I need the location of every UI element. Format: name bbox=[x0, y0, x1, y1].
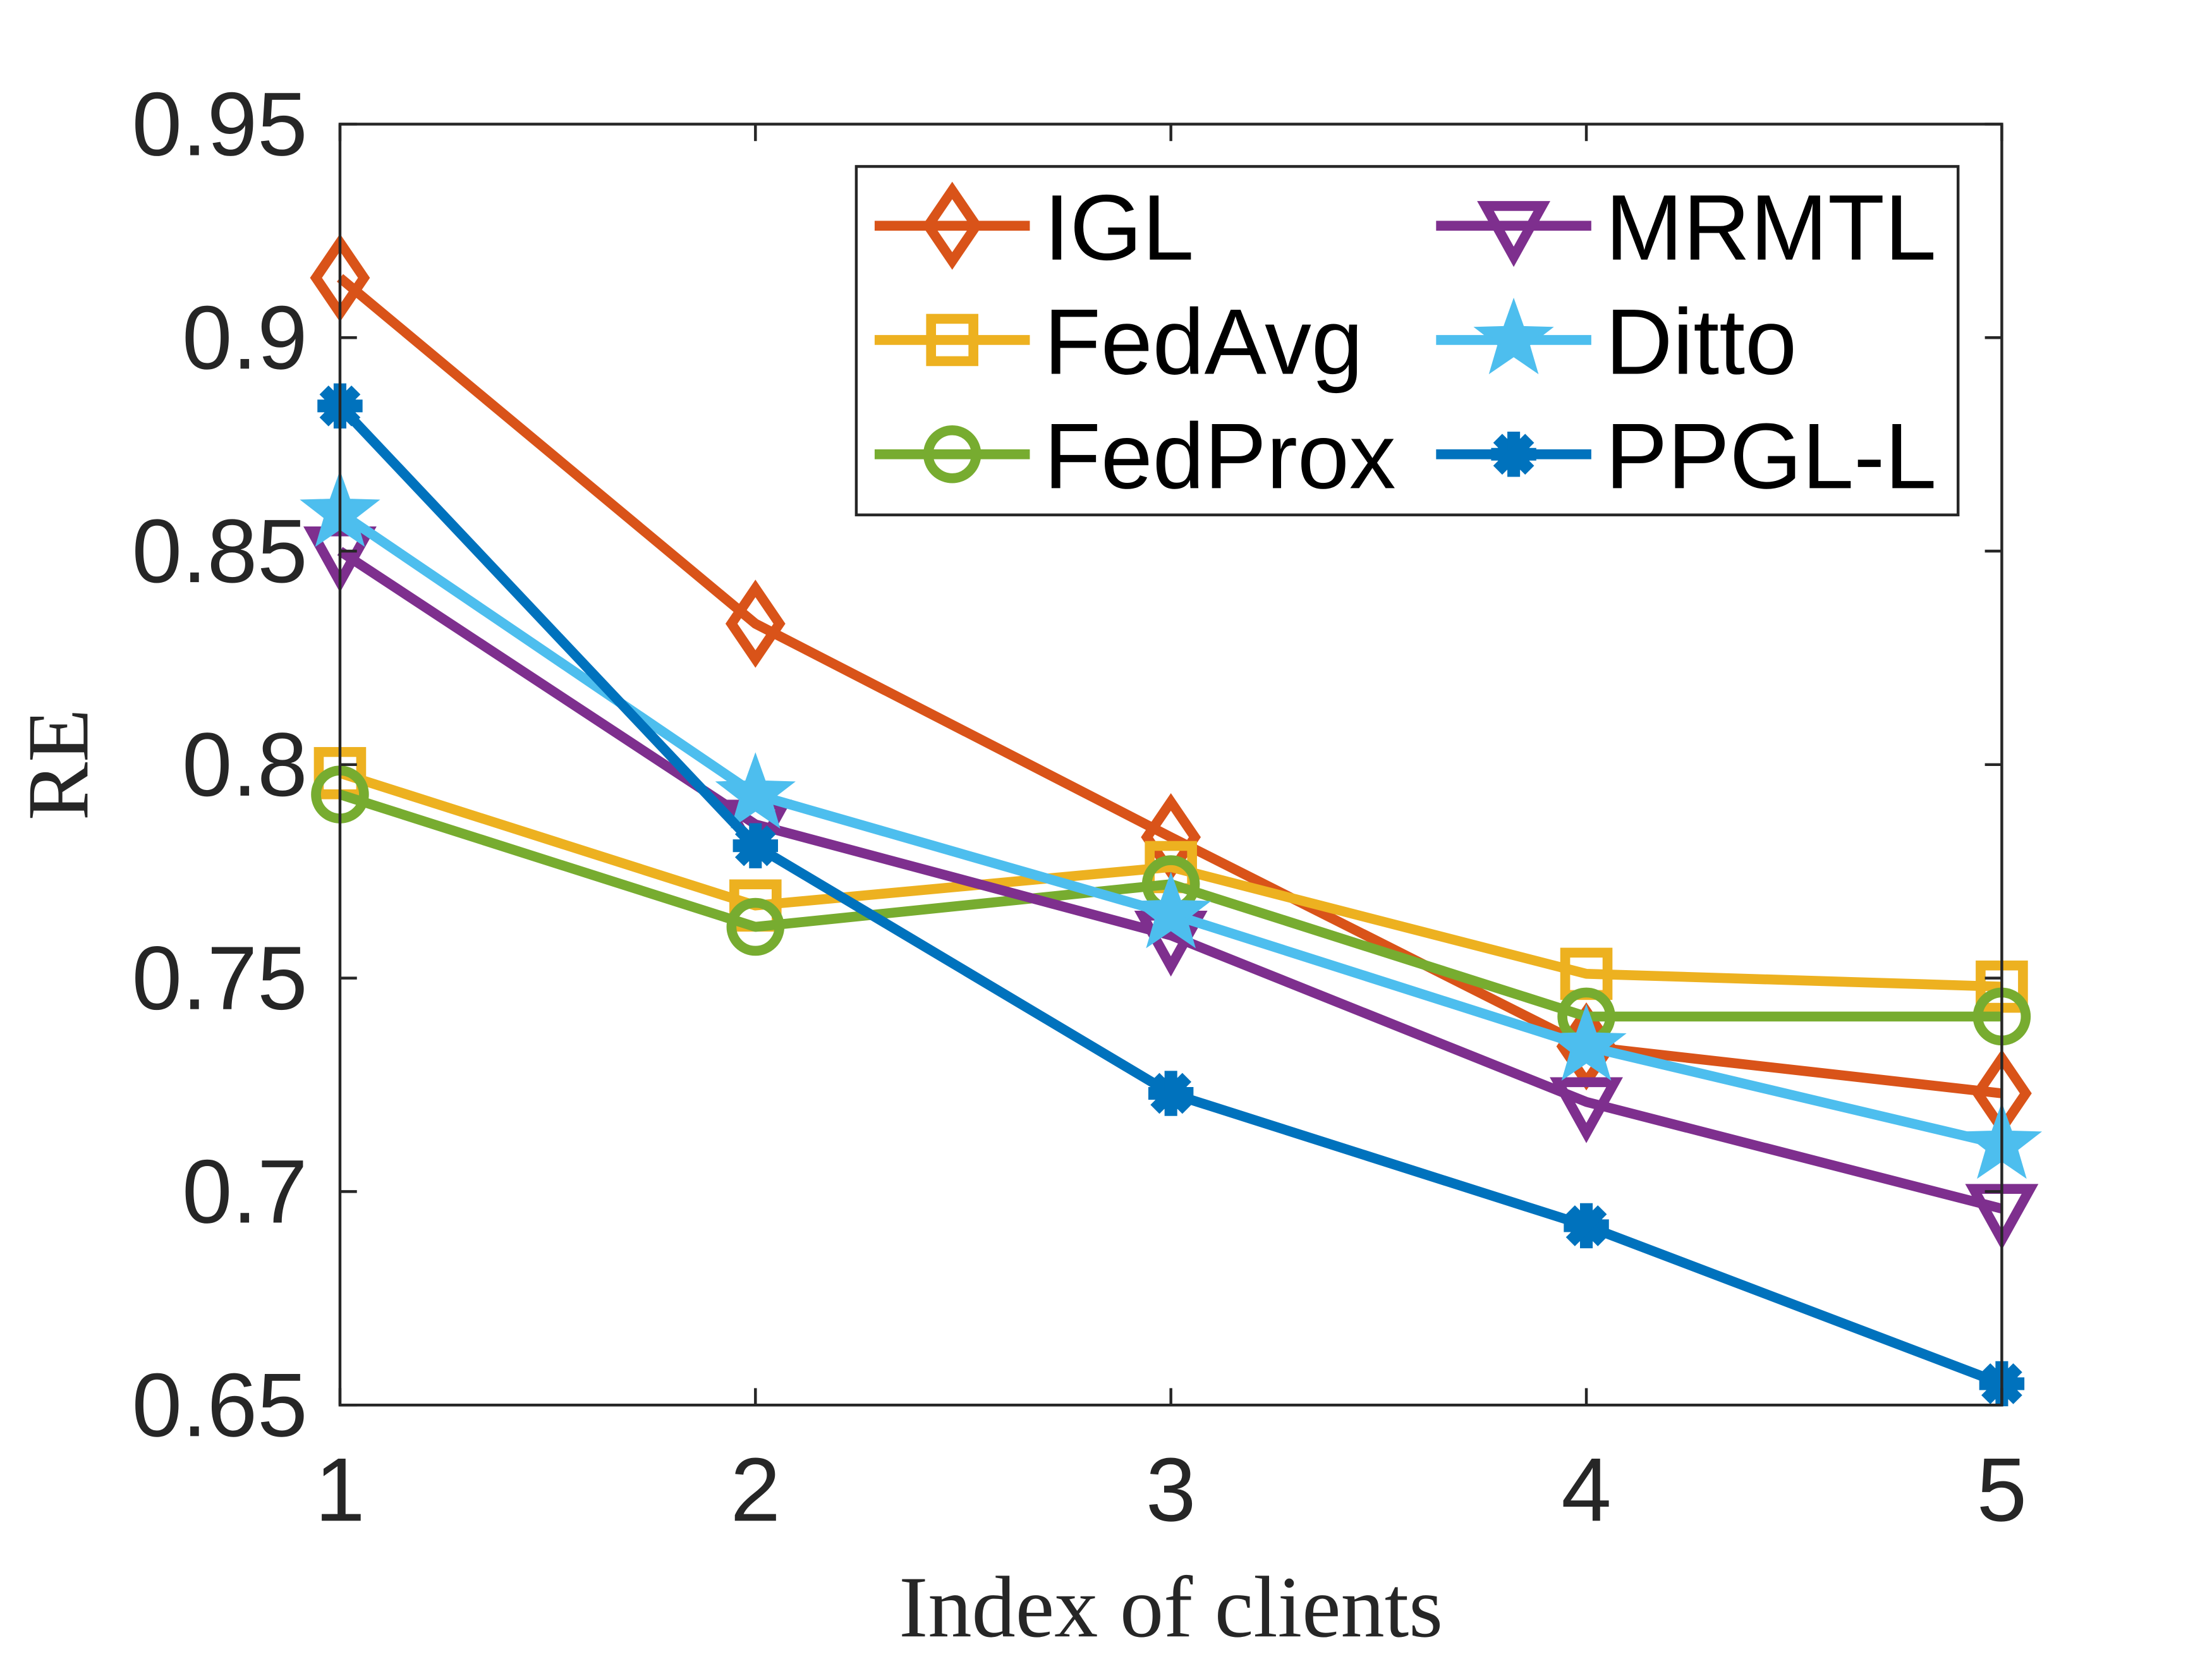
legend-item-fedprox: FedProx bbox=[874, 404, 1396, 508]
data-point-igl bbox=[725, 580, 786, 668]
legend-marker-triangle-down-icon bbox=[1477, 201, 1551, 267]
legend-label: IGL bbox=[1044, 176, 1194, 280]
legend-marker-asterisk-icon bbox=[1491, 432, 1536, 477]
series-line-mrmtl bbox=[337, 547, 2003, 1214]
legend-item-ppgl-l: PPGL-L bbox=[1436, 404, 1936, 508]
data-point-ditto bbox=[1131, 872, 1212, 949]
series-layer bbox=[300, 233, 2043, 1407]
legend-label: MRMTL bbox=[1605, 176, 1936, 280]
legend-label: PPGL-L bbox=[1605, 404, 1936, 508]
x-tick-label: 1 bbox=[315, 1440, 365, 1540]
y-tick-label: 0.9 bbox=[182, 288, 308, 388]
x-tick-label: 2 bbox=[731, 1440, 781, 1540]
legend-marker-star-icon bbox=[1473, 298, 1554, 375]
y-tick-label: 0.7 bbox=[182, 1142, 308, 1243]
data-point-ppgl-l bbox=[1148, 1071, 1194, 1116]
legend-marker-diamond-icon bbox=[922, 181, 983, 270]
data-point-mrmtl bbox=[1550, 1077, 1623, 1143]
x-tick-label: 3 bbox=[1146, 1440, 1196, 1540]
data-point-fedprox bbox=[726, 897, 785, 956]
y-tick-label: 0.75 bbox=[132, 928, 308, 1029]
data-point-ditto bbox=[715, 752, 796, 829]
legend-marker-circle-icon bbox=[923, 425, 981, 483]
x-tick-label: 5 bbox=[1977, 1440, 2027, 1540]
legend-label: FedAvg bbox=[1044, 291, 1363, 394]
legend-item-fedavg: FedAvg bbox=[874, 291, 1363, 394]
ticks-layer: 1 2 3 4 5 0.65 0.7 0.75 0.8 0.85 0.9 0.95 bbox=[132, 75, 2027, 1541]
y-axis-title: RE bbox=[9, 708, 106, 820]
data-point-ditto bbox=[1546, 1004, 1627, 1081]
series-line-fedavg bbox=[338, 768, 2002, 992]
series-ppgl-l bbox=[317, 383, 2025, 1407]
legend-label: Ditto bbox=[1605, 291, 1797, 394]
legend-item-mrmtl: MRMTL bbox=[1436, 176, 1936, 280]
legend-box bbox=[854, 165, 1960, 516]
data-point-ppgl-l bbox=[1564, 1203, 1609, 1249]
x-tick-label: 4 bbox=[1561, 1440, 1611, 1540]
legend-item-ditto: Ditto bbox=[1436, 291, 1797, 394]
y-tick-label: 0.95 bbox=[132, 75, 308, 175]
legend-marker-square-icon bbox=[926, 313, 978, 367]
x-axis-title: Index of clients bbox=[899, 1559, 1443, 1655]
y-tick-label: 0.65 bbox=[132, 1355, 308, 1455]
legend-item-igl: IGL bbox=[874, 176, 1194, 280]
y-tick-label: 0.85 bbox=[132, 501, 308, 602]
series-line-igl bbox=[336, 274, 2003, 1098]
y-tick-label: 0.8 bbox=[182, 715, 308, 815]
data-point-ppgl-l bbox=[732, 823, 779, 868]
legend-label: FedProx bbox=[1044, 404, 1396, 508]
